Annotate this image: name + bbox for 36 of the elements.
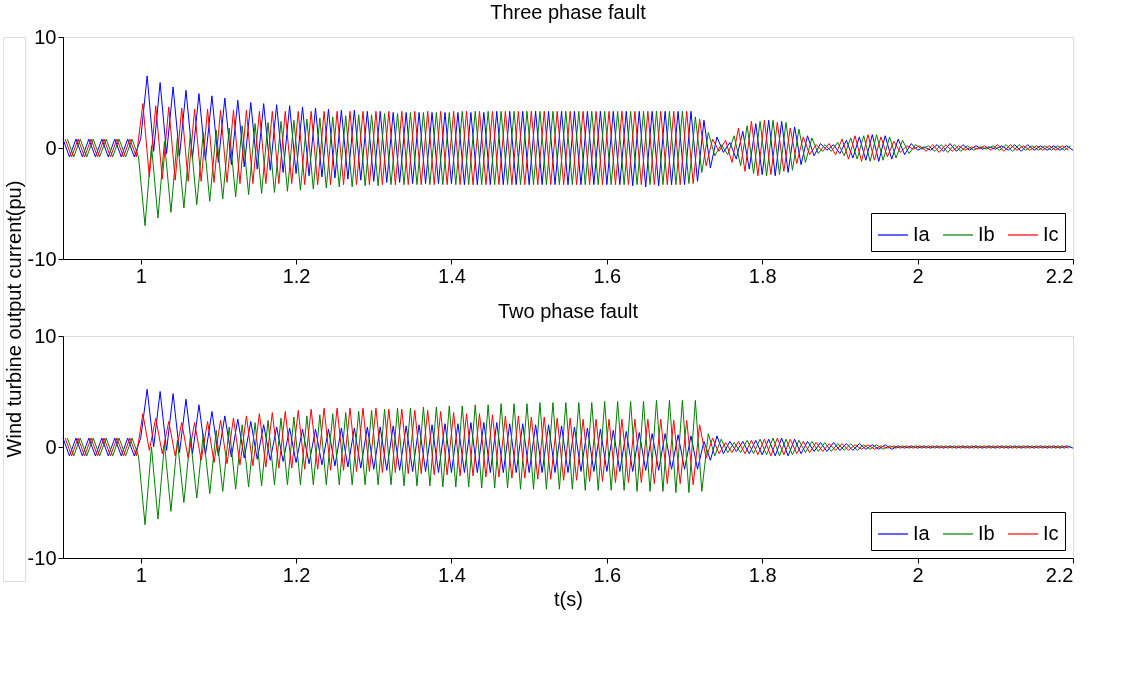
- legend-label: Ib: [978, 223, 995, 245]
- x-tick-label: 1.8: [748, 264, 777, 287]
- x-axis-title: t(s): [554, 587, 583, 610]
- y-axis-title: Wind turbine output current(pu): [3, 180, 25, 458]
- x-tick-label: 1.8: [748, 563, 777, 586]
- x-tick-label: 1: [135, 563, 147, 586]
- legend-label: Ib: [978, 522, 995, 544]
- y-tick-label: 10: [34, 324, 57, 347]
- y-tick-label: -10: [27, 247, 57, 270]
- x-tick-label: 2: [912, 264, 924, 287]
- legend-label: Ia: [913, 522, 931, 544]
- y-tick-label: 0: [45, 435, 57, 458]
- chart-title: Three phase fault: [490, 1, 647, 23]
- legend-label: Ic: [1043, 223, 1059, 245]
- line-series: [66, 399, 1072, 526]
- x-tick-label: 1: [135, 264, 147, 287]
- legend-label: Ia: [913, 223, 931, 245]
- y-tick-label: 10: [34, 25, 57, 48]
- line-series: [62, 75, 1074, 188]
- y-tick-label: 0: [45, 136, 57, 159]
- x-tick-label: 1.4: [438, 264, 466, 287]
- chart-title: Two phase fault: [497, 300, 639, 322]
- line-series: [64, 407, 1070, 486]
- line-series: [66, 110, 1072, 227]
- x-tick-label: 1.6: [593, 563, 622, 586]
- x-tick-label: 1.2: [282, 264, 311, 287]
- legend-label: Ic: [1043, 522, 1059, 544]
- y-tick-label: -10: [27, 546, 57, 569]
- x-tick-label: 2.2: [1045, 264, 1074, 287]
- line-series: [62, 388, 1074, 474]
- x-tick-label: 1.4: [438, 563, 466, 586]
- x-tick-label: 2: [912, 563, 924, 586]
- x-tick-label: 1.6: [593, 264, 622, 287]
- line-series: [64, 103, 1070, 186]
- x-tick-label: 1.2: [282, 563, 311, 586]
- x-tick-label: 2.2: [1045, 563, 1074, 586]
